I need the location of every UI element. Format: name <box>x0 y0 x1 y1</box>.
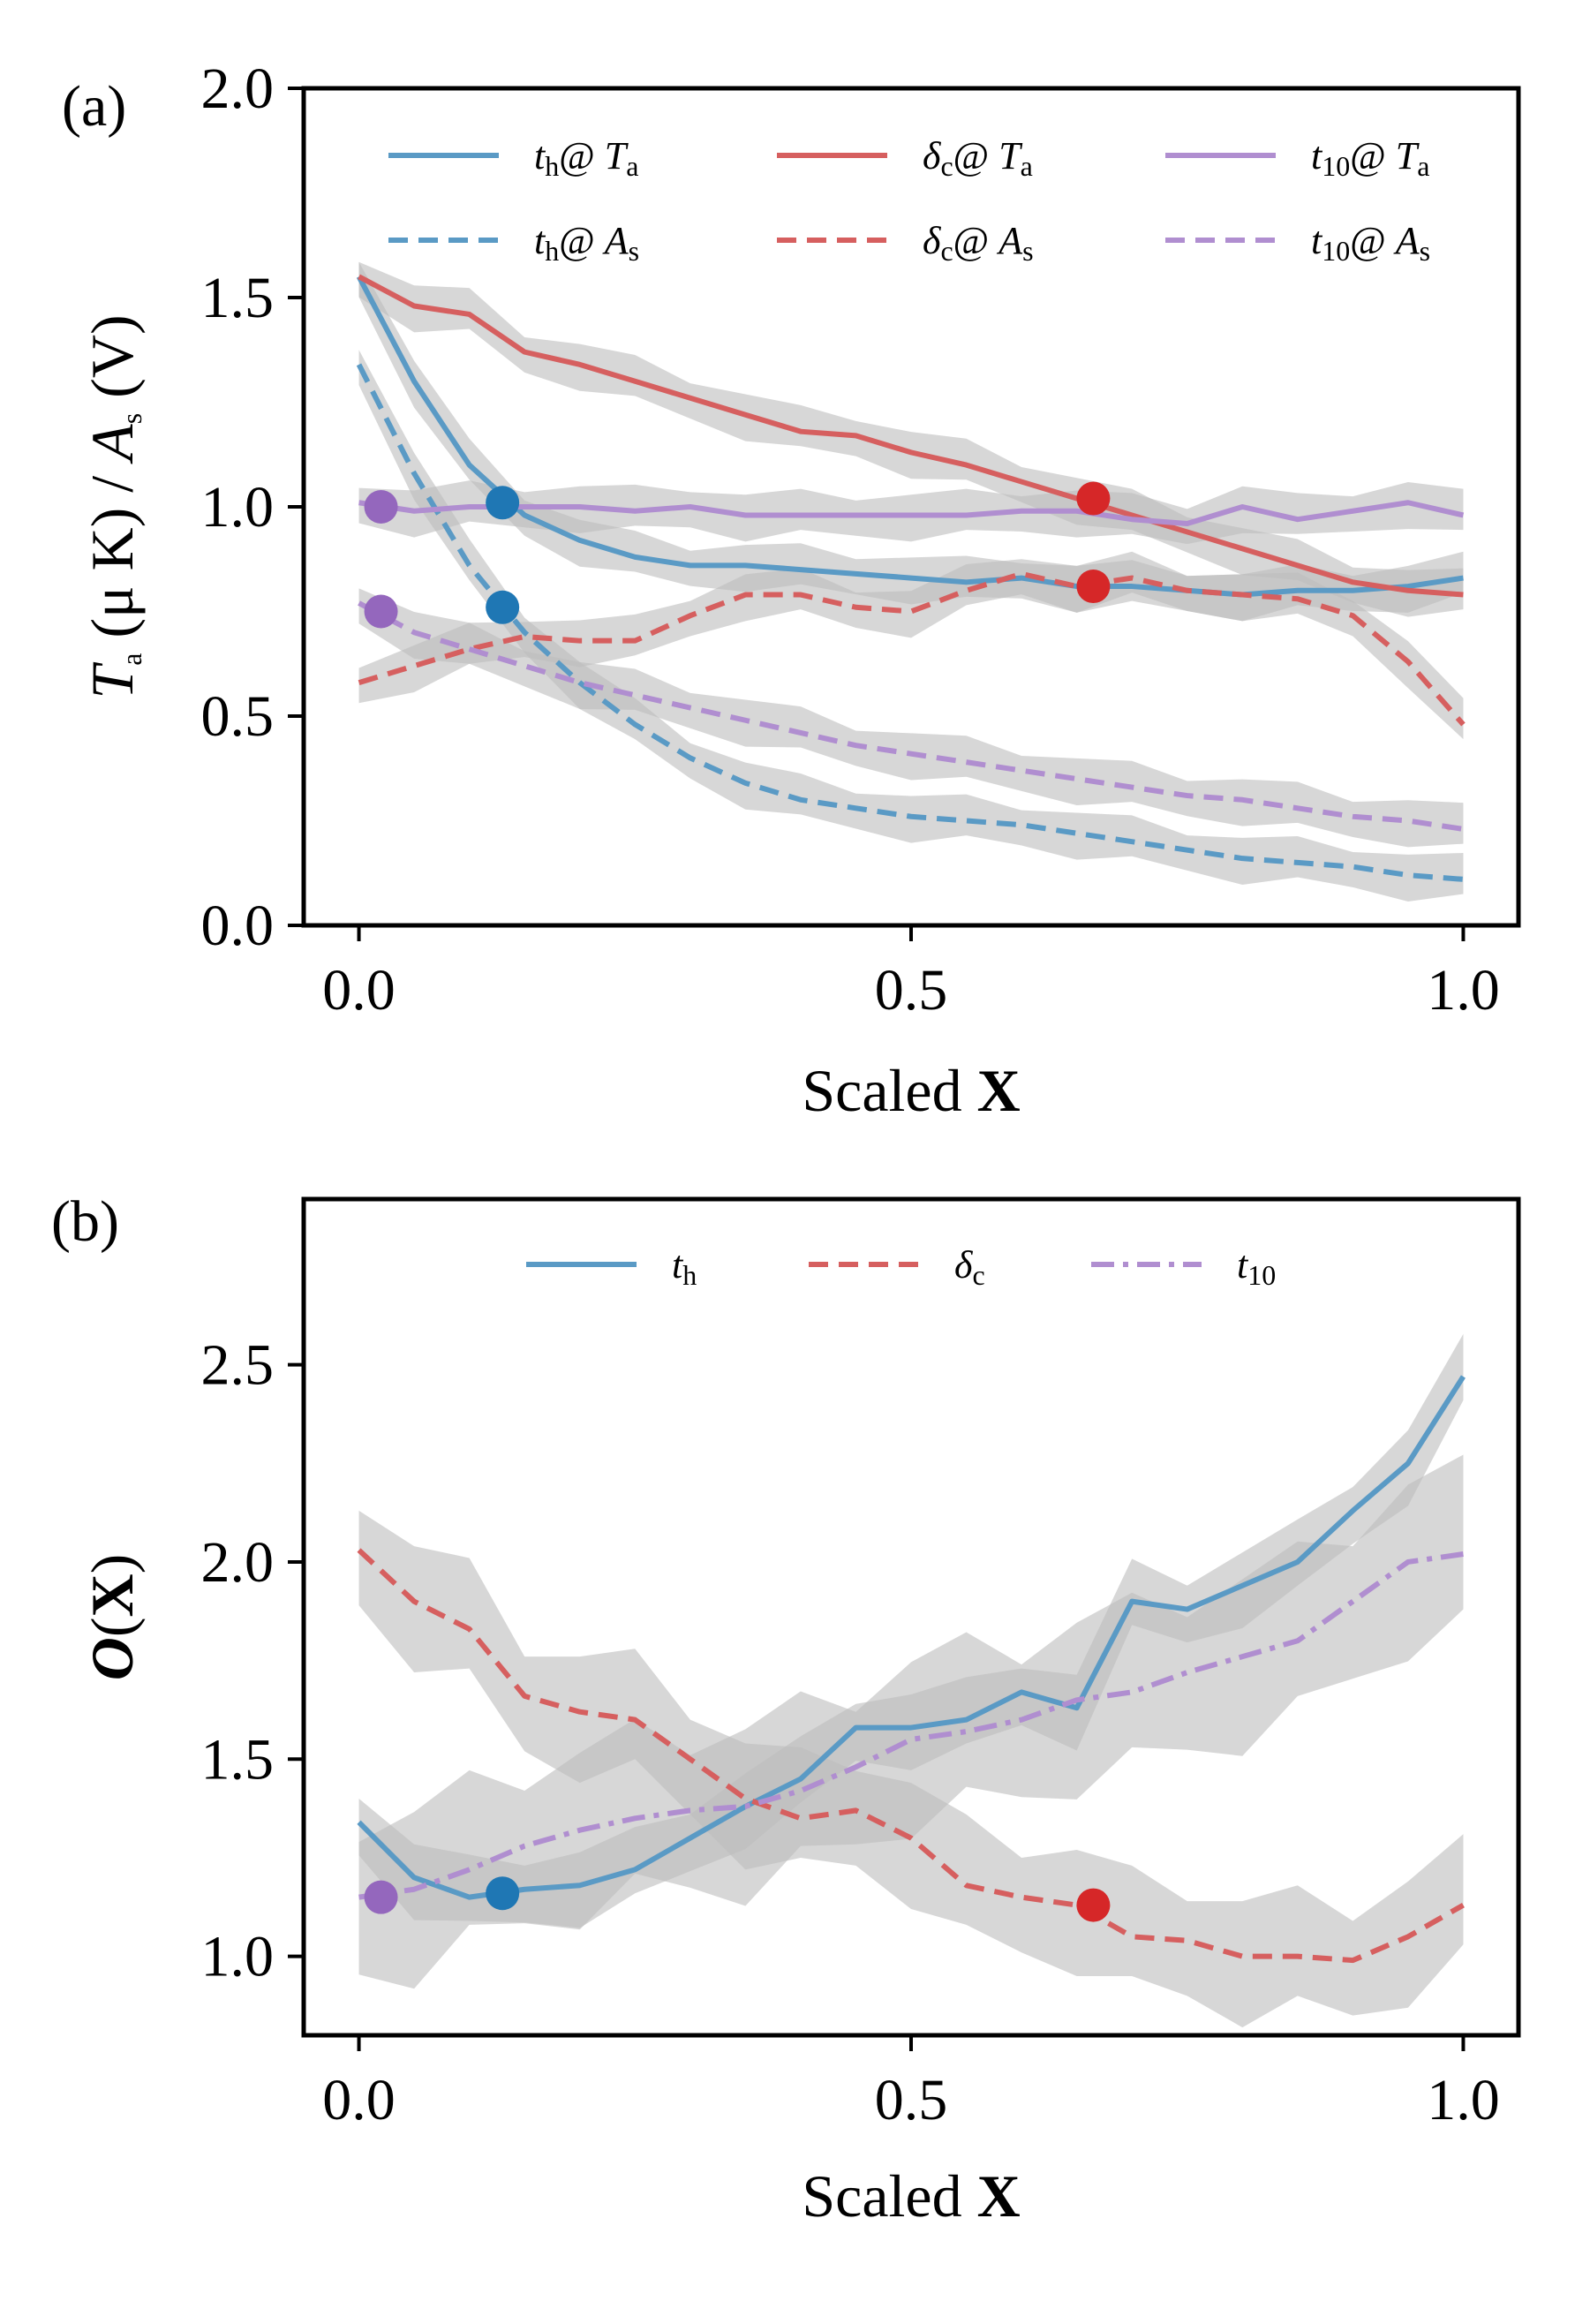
marker-0 <box>364 490 398 524</box>
series-line-δ_c@ T_a <box>358 274 1464 598</box>
legend-label-t_10: t10 <box>1237 1243 1276 1291</box>
x-tick-label: 0.5 <box>875 958 948 1022</box>
y-tick-label: 0.0 <box>201 894 275 958</box>
marker-3 <box>486 590 520 624</box>
panel-label: (b) <box>51 1189 119 1254</box>
y-tick-label: 1.0 <box>201 475 275 540</box>
marker-5 <box>1076 570 1111 604</box>
x-axis-title: Scaled X <box>802 1057 1020 1124</box>
y-tick-label: 1.5 <box>201 266 275 330</box>
x-tick-label: 0.0 <box>322 2068 396 2132</box>
marker-0 <box>364 1880 398 1914</box>
x-tick-label: 1.0 <box>1427 958 1500 1022</box>
x-axis-title: Scaled X <box>802 2162 1020 2230</box>
y-tick-label: 1.5 <box>201 1727 275 1792</box>
series-line-t_h <box>357 1375 1466 1900</box>
legend: th δc t10 <box>526 1243 1276 1291</box>
legend-label-δ_c@ A_s: δc@ As <box>923 219 1034 267</box>
band-δ_c@ A_s <box>358 551 1464 740</box>
band-t_h@ T_a <box>358 261 1464 622</box>
y-axis-title: O(X) <box>79 1554 146 1681</box>
legend-label-t_h@ T_a: th@ Ta <box>534 134 638 182</box>
series-line-t_h@ A_s <box>356 363 1464 882</box>
legend-label-t_10@ T_a: t10@ Ta <box>1311 134 1429 182</box>
series-line-δ_c@ A_s <box>358 570 1466 727</box>
y-tick-label: 2.5 <box>201 1333 275 1398</box>
band-t_10@ T_a <box>358 480 1464 545</box>
legend-label-t_h@ A_s: th@ As <box>534 219 639 267</box>
y-tick-label: 2.0 <box>201 1530 275 1595</box>
y-axis-title: Ta (μ K) / As (V) <box>79 314 147 698</box>
legend-label-t_10@ A_s: t10@ As <box>1311 219 1430 267</box>
legend-label-t_h: th <box>672 1243 697 1291</box>
legend-label-δ_c: δc <box>954 1243 985 1291</box>
x-tick-label: 1.0 <box>1427 2068 1500 2132</box>
marker-1 <box>364 594 398 629</box>
band-t_10@ A_s <box>358 588 1464 848</box>
series-line-t_h@ T_a <box>356 275 1464 598</box>
x-tick-label: 0.5 <box>875 2068 948 2132</box>
x-tick-label: 0.0 <box>322 958 396 1022</box>
band-t_10 <box>358 1454 1464 1989</box>
y-tick-label: 0.5 <box>201 684 275 749</box>
marker-2 <box>1076 1888 1111 1922</box>
y-tick-label: 1.0 <box>201 1925 275 1989</box>
marker-4 <box>1076 481 1111 516</box>
series-line-t_10@ T_a <box>358 500 1465 526</box>
y-tick-label: 2.0 <box>201 57 275 121</box>
marker-2 <box>486 486 520 520</box>
panel-label: (a) <box>62 74 126 139</box>
panel-b: 0.0 0.5 1.0 1.0 1.5 2.0 2.5 (b) Scaled X O(X) th δc… <box>51 1189 1521 2230</box>
series-line-t_10 <box>358 1551 1464 1900</box>
legend: th@ Ta th@ As δc@ Ta δc@ As t10@ Ta t10@ As <box>388 134 1430 267</box>
series-line-δ_c <box>357 1548 1465 1964</box>
marker-1 <box>486 1876 520 1911</box>
series-line-t_10@ A_s <box>358 600 1464 832</box>
panel-a: 0.0 0.5 1.0 0.0 0.5 1.0 1.5 2.0 (a) Scaled X Ta (μ… <box>62 57 1521 1124</box>
legend-label-δ_c@ T_a: δc@ Ta <box>923 134 1033 182</box>
